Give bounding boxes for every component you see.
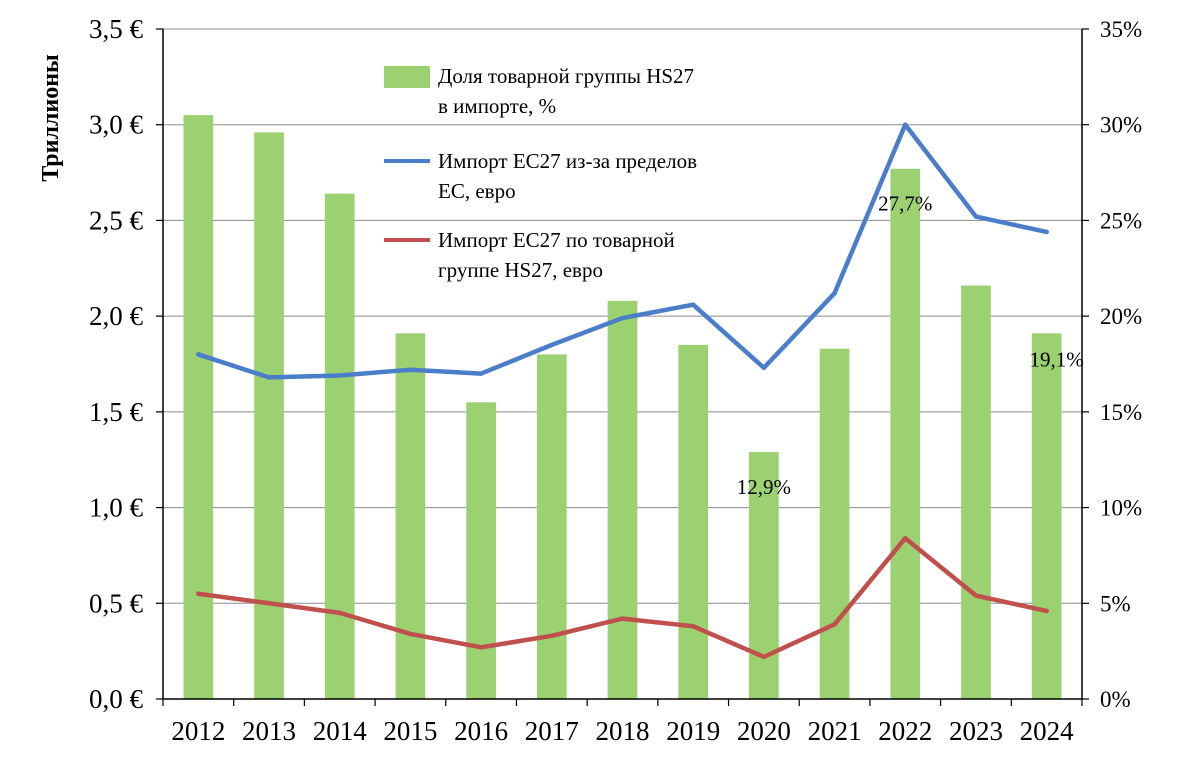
legend-label-share-line1: Доля товарной группы HS27: [438, 64, 694, 88]
data-label: 27,7%: [878, 192, 932, 216]
x-tick-label: 2016: [454, 716, 508, 746]
series-point: [478, 645, 484, 650]
left-tick-label: 3,5 €: [89, 14, 144, 44]
series-point: [196, 352, 201, 357]
right-tick-label: 10%: [1100, 496, 1142, 521]
series-point: [973, 593, 979, 598]
series-point: [973, 214, 979, 219]
x-tick-label: 2017: [525, 716, 579, 746]
series-point: [903, 536, 908, 541]
left-tick-label: 1,5 €: [89, 397, 144, 427]
x-tick-label: 2018: [596, 716, 650, 746]
left-tick-label: 2,5 €: [89, 205, 144, 235]
series-point: [266, 375, 272, 380]
left-tick-label: 2,0 €: [89, 301, 144, 331]
bar: [890, 168, 921, 699]
legend-label-share-line2: в импорте, %: [438, 94, 556, 118]
line-series: [196, 122, 1049, 660]
series-point: [690, 624, 696, 629]
x-tick-label: 2013: [242, 716, 296, 746]
legend-swatch-share: [384, 66, 430, 88]
series-point: [903, 122, 908, 127]
bar: [961, 285, 991, 699]
right-tick-label: 0%: [1100, 687, 1131, 712]
left-tick-label: 0,0 €: [89, 684, 144, 714]
series-point: [832, 290, 837, 296]
series-point: [832, 622, 837, 627]
series-point: [761, 365, 767, 371]
x-tick-label: 2012: [171, 716, 225, 746]
right-tick-label: 5%: [1100, 591, 1131, 616]
legend-label-total-import-line2: ЕС, евро: [438, 179, 516, 203]
bar: [678, 344, 709, 699]
legend-label-hs27-import-line1: Импорт ЕС27 по товарной: [438, 228, 675, 252]
left-tick-label: 1,0 €: [89, 493, 144, 523]
bar: [395, 333, 426, 699]
legend-label-hs27-import-line2: группе HS27, евро: [438, 258, 603, 282]
series-point: [337, 610, 342, 616]
right-tick-label: 15%: [1100, 400, 1142, 425]
bar: [466, 402, 496, 699]
series-point: [408, 367, 413, 372]
data-labels: 12,9% 27,7% 19,1%: [737, 192, 1084, 499]
x-tick-label: 2023: [949, 716, 1003, 746]
series-point: [196, 591, 201, 596]
data-label: 19,1%: [1030, 347, 1084, 371]
right-tick-label: 35%: [1100, 17, 1142, 42]
x-tick-label: 2022: [878, 716, 932, 746]
bar: [536, 354, 567, 699]
bar: [819, 348, 850, 699]
bar-series: [183, 115, 1062, 699]
x-tick-label: 2021: [808, 716, 862, 746]
right-tick-label: 30%: [1100, 113, 1142, 138]
series-point: [337, 373, 342, 378]
series-point: [690, 302, 696, 307]
bar: [183, 115, 214, 699]
x-tick-label: 2019: [666, 716, 720, 746]
axes: [156, 28, 1089, 706]
series-point: [1044, 608, 1049, 614]
series-point: [549, 342, 555, 348]
x-tick-label: 2015: [383, 716, 437, 746]
x-tick-label: 2020: [737, 716, 791, 746]
bar: [1031, 333, 1062, 699]
x-tick-label: 2024: [1020, 716, 1075, 746]
series-point: [620, 315, 625, 321]
x-tick-label: 2014: [313, 716, 368, 746]
legend: Доля товарной группы HS27 в импорте, % И…: [384, 64, 697, 282]
series-point: [761, 654, 767, 660]
tick-labels: 0,0 € 0,5 € 1,0 € 1,5 € 2,0 € 2,5 € 3,0 € 3,5 €…: [89, 14, 1142, 746]
series-point: [620, 616, 625, 621]
legend-label-total-import-line1: Импорт ЕС27 из-за пределов: [438, 149, 697, 173]
bar: [607, 300, 638, 699]
left-tick-label: 3,0 €: [89, 110, 144, 140]
data-label: 12,9%: [737, 475, 791, 499]
right-tick-label: 25%: [1100, 208, 1142, 233]
series-point: [408, 631, 413, 637]
left-tick-label: 0,5 €: [89, 588, 144, 618]
series-point: [266, 601, 272, 606]
bar: [324, 193, 355, 699]
series-point: [1044, 229, 1049, 235]
y-axis-label: Триллионы: [38, 54, 64, 182]
bar: [254, 132, 284, 699]
right-tick-label: 20%: [1100, 304, 1142, 329]
series-point: [478, 371, 484, 376]
series-point: [549, 633, 555, 639]
